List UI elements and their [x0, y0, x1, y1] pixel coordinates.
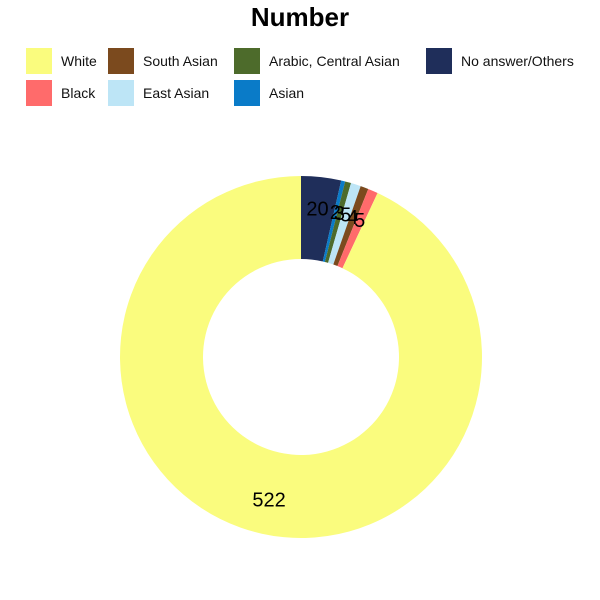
legend-item: Asian	[234, 78, 304, 108]
legend-item: Black	[26, 78, 95, 108]
legend-label: Arabic, Central Asian	[269, 53, 400, 69]
donut-slice	[333, 186, 369, 267]
legend-item: Arabic, Central Asian	[234, 46, 400, 76]
data-label: 3	[334, 203, 345, 225]
legend-item: White	[26, 46, 97, 76]
data-label: 20	[306, 199, 328, 221]
data-label: 4	[347, 207, 358, 229]
legend-label: No answer/Others	[461, 53, 574, 69]
legend-swatch	[234, 48, 260, 74]
donut-slice	[337, 188, 378, 269]
legend-item: South Asian	[108, 46, 218, 76]
donut-slice	[324, 181, 352, 263]
data-label: 522	[252, 489, 285, 511]
legend-item: East Asian	[108, 78, 209, 108]
legend-swatch	[108, 80, 134, 106]
legend-label: South Asian	[143, 53, 218, 69]
legend-swatch	[426, 48, 452, 74]
legend-swatch	[26, 80, 52, 106]
donut-slice	[120, 176, 483, 538]
legend-swatch	[26, 48, 52, 74]
legend-label: White	[61, 53, 97, 69]
data-label: 5	[354, 210, 365, 232]
legend-swatch	[108, 48, 134, 74]
legend-label: East Asian	[143, 85, 210, 101]
chart-title: Number	[250, 2, 350, 32]
data-label: 2	[330, 202, 341, 224]
legend-label: Asian	[269, 85, 305, 101]
legend-label: Black	[61, 85, 96, 101]
donut-slice	[322, 180, 346, 262]
donut-slice	[301, 176, 342, 262]
legend-item: No answer/Others	[426, 46, 574, 76]
legend-swatch	[234, 80, 260, 106]
donut-slice	[328, 183, 361, 265]
data-label: 5	[340, 205, 351, 227]
